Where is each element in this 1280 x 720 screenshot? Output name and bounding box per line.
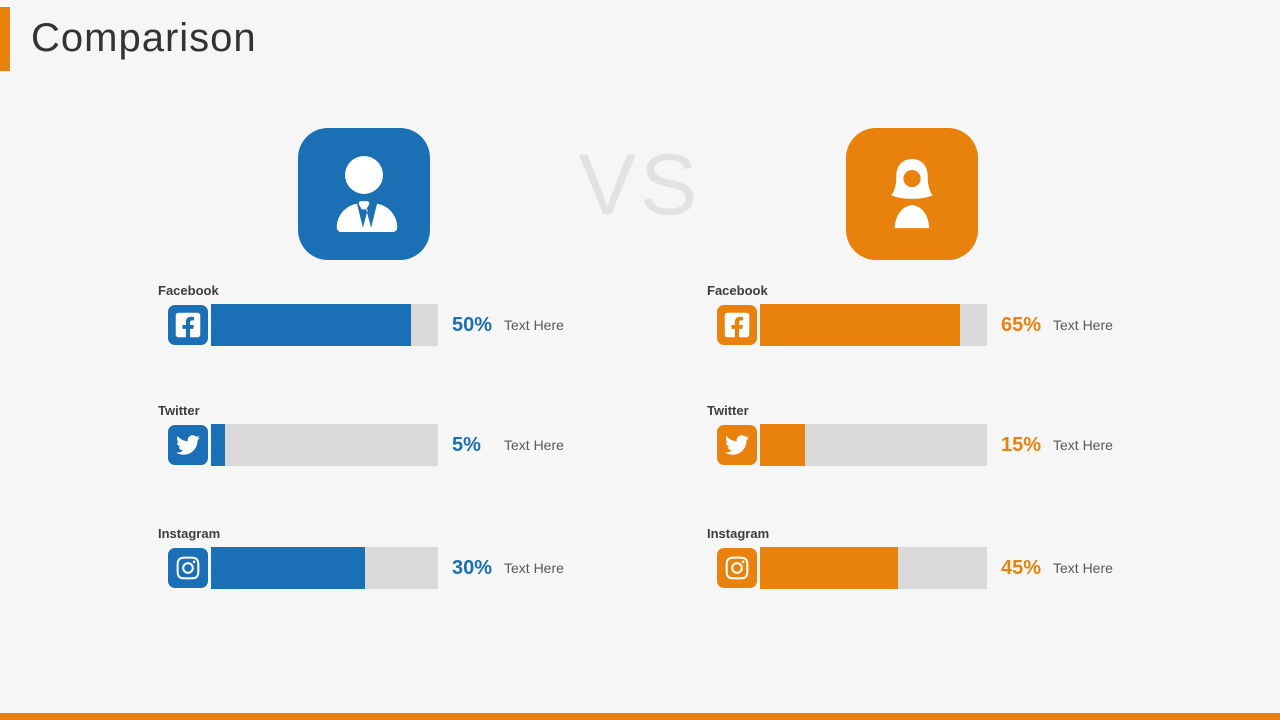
progress-fill <box>760 424 806 466</box>
instagram-icon <box>168 548 208 588</box>
progress-track <box>760 424 987 466</box>
progress-fill <box>211 547 366 589</box>
progress-track <box>760 547 987 589</box>
progress-fill <box>211 304 411 346</box>
metric-row-twitter: Twitter 15% Text Here <box>707 403 1147 466</box>
placeholder-text: Text Here <box>1053 317 1113 333</box>
percent-value: 50% <box>452 313 493 336</box>
placeholder-text: Text Here <box>1053 560 1113 576</box>
facebook-icon <box>717 305 757 345</box>
vs-label: VS <box>578 137 702 233</box>
placeholder-text: Text Here <box>1053 437 1113 453</box>
progress-track <box>211 424 438 466</box>
metric-label: Facebook <box>707 283 768 298</box>
twitter-icon <box>168 425 208 465</box>
twitter-icon <box>717 425 757 465</box>
instagram-icon <box>717 548 757 588</box>
placeholder-text: Text Here <box>504 317 564 333</box>
metric-label: Twitter <box>707 403 749 418</box>
footer-accent-bar <box>0 713 1280 720</box>
businessman-icon <box>326 156 402 232</box>
title-accent-bar <box>0 7 10 71</box>
progress-track <box>211 547 438 589</box>
metric-row-instagram: Instagram 45% Text Here <box>707 526 1147 589</box>
comparison-column-right: Facebook 65% Text Here Twitter 15% Text … <box>707 283 1147 593</box>
metric-label: Instagram <box>707 526 770 541</box>
percent-value: 65% <box>1001 313 1042 336</box>
metric-label: Facebook <box>158 283 219 298</box>
percent-value: 5% <box>452 433 481 456</box>
page-title: Comparison <box>31 16 257 60</box>
progress-fill <box>760 304 960 346</box>
metric-row-twitter: Twitter 5% Text Here <box>158 403 598 466</box>
avatar-right-card <box>846 128 978 260</box>
metric-row-facebook: Facebook 65% Text Here <box>707 283 1147 346</box>
percent-value: 15% <box>1001 433 1042 456</box>
metric-row-instagram: Instagram 30% Text Here <box>158 526 598 589</box>
avatar-left-card <box>298 128 430 260</box>
placeholder-text: Text Here <box>504 437 564 453</box>
progress-fill <box>211 424 225 466</box>
progress-track <box>760 304 987 346</box>
percent-value: 45% <box>1001 556 1042 579</box>
comparison-column-left: Facebook 50% Text Here Twitter 5% Text H… <box>158 283 598 593</box>
percent-value: 30% <box>452 556 493 579</box>
metric-label: Twitter <box>158 403 200 418</box>
progress-track <box>211 304 438 346</box>
metric-label: Instagram <box>158 526 221 541</box>
businesswoman-icon <box>874 156 950 232</box>
placeholder-text: Text Here <box>504 560 564 576</box>
progress-fill <box>760 547 899 589</box>
facebook-icon <box>168 305 208 345</box>
metric-row-facebook: Facebook 50% Text Here <box>158 283 598 346</box>
